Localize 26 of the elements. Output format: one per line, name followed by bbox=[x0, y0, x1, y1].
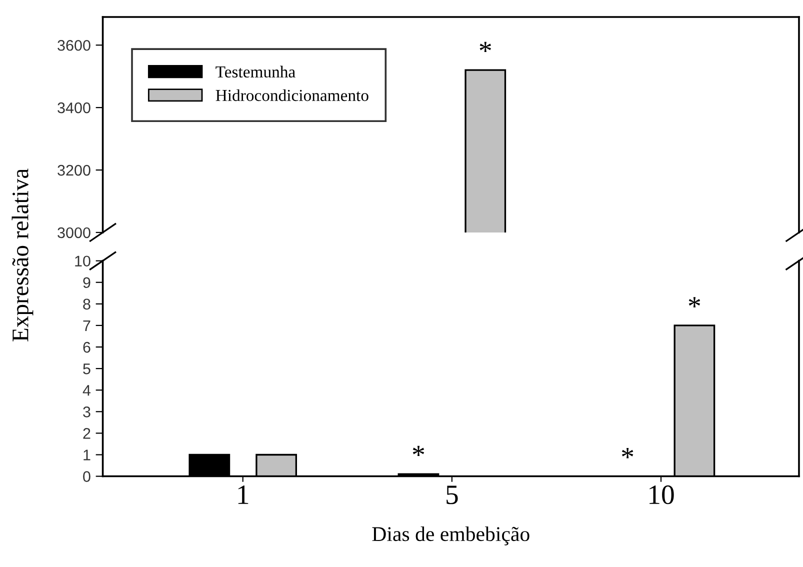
y-tick-label: 7 bbox=[83, 320, 90, 331]
y-tick-label: 0 bbox=[83, 471, 90, 482]
y-axis-title: Expressão relativa bbox=[12, 168, 34, 342]
y-tick-label: 8 bbox=[83, 298, 90, 310]
y-tick-label: 3400 bbox=[58, 102, 90, 114]
x-tick-label: 10 bbox=[650, 485, 674, 504]
data-label: * bbox=[622, 448, 634, 458]
y-tick-label: 9 bbox=[83, 277, 90, 288]
y-tick-label: 6 bbox=[83, 342, 90, 353]
data-label: * bbox=[480, 42, 491, 52]
y-tick-label: 3 bbox=[83, 406, 90, 418]
y-tick-label: 3200 bbox=[58, 164, 90, 176]
x-tick-label: 5 bbox=[446, 486, 458, 504]
data-label: * bbox=[688, 297, 700, 308]
legend-label: Hidrocondicionamento bbox=[216, 89, 368, 102]
y-tick-label: 2 bbox=[83, 428, 90, 439]
data-label: * bbox=[412, 446, 424, 456]
y-tick-label: 5 bbox=[83, 364, 90, 374]
y-tick-label: 10 bbox=[75, 256, 90, 267]
x-tick-label: 1 bbox=[238, 486, 248, 504]
y-tick-label: 1 bbox=[84, 450, 90, 460]
y-tick-label: 3600 bbox=[58, 40, 90, 51]
x-axis-title: Dias de embebição bbox=[372, 526, 530, 546]
y-tick-label: 4 bbox=[82, 385, 91, 396]
legend-label: Testemunha bbox=[216, 66, 296, 78]
y-tick-label: 3000 bbox=[58, 227, 90, 238]
